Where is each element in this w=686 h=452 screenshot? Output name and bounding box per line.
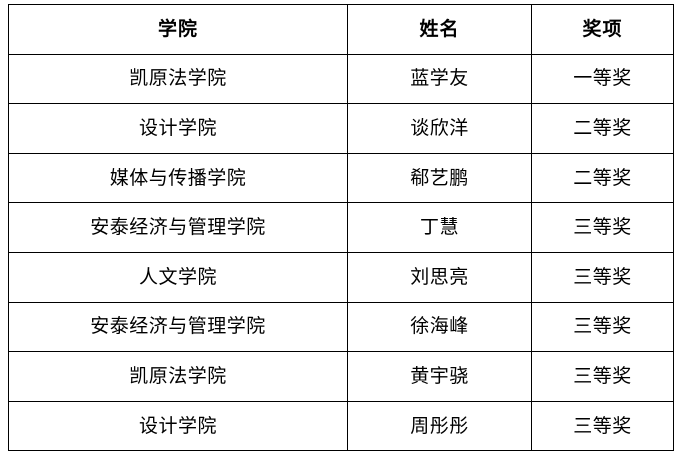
cell-award: 一等奖 <box>531 53 674 105</box>
table-header: 学院 姓名 奖项 <box>8 4 674 55</box>
table-row: 设计学院 谈欣洋 二等奖 <box>8 103 674 154</box>
cell-name: 徐海峰 <box>347 301 532 353</box>
cell-name: 郗艺鹏 <box>347 152 532 204</box>
cell-award: 三等奖 <box>531 251 674 303</box>
column-header-college: 学院 <box>8 4 348 55</box>
table-header-row: 学院 姓名 奖项 <box>8 4 674 55</box>
cell-college: 设计学院 <box>8 400 348 452</box>
column-header-name: 姓名 <box>347 4 532 55</box>
cell-college: 凯原法学院 <box>8 53 348 105</box>
table-row: 设计学院 周彤彤 三等奖 <box>8 400 674 452</box>
table-row: 凯原法学院 蓝学友 一等奖 <box>8 53 674 105</box>
table-row: 媒体与传播学院 郗艺鹏 二等奖 <box>8 152 674 204</box>
cell-award: 三等奖 <box>531 351 674 402</box>
cell-college: 媒体与传播学院 <box>8 152 348 204</box>
cell-name: 蓝学友 <box>347 53 532 105</box>
table-row: 人文学院 刘思亮 三等奖 <box>8 251 674 303</box>
cell-award: 三等奖 <box>531 400 674 452</box>
cell-college: 人文学院 <box>8 251 348 303</box>
table-row: 凯原法学院 黄宇骁 三等奖 <box>8 351 674 402</box>
cell-award: 二等奖 <box>531 103 674 154</box>
cell-college: 设计学院 <box>8 103 348 154</box>
cell-award: 三等奖 <box>531 202 674 253</box>
cell-award: 二等奖 <box>531 152 674 204</box>
cell-college: 安泰经济与管理学院 <box>8 301 348 353</box>
award-table-container: 学院 姓名 奖项 凯原法学院 蓝学友 一等奖 设计学院 谈欣洋 二等奖 媒体与传… <box>8 4 674 452</box>
cell-name: 周彤彤 <box>347 400 532 452</box>
cell-name: 谈欣洋 <box>347 103 532 154</box>
cell-name: 黄宇骁 <box>347 351 532 402</box>
cell-award: 三等奖 <box>531 301 674 353</box>
table-row: 安泰经济与管理学院 丁慧 三等奖 <box>8 202 674 253</box>
cell-name: 丁慧 <box>347 202 532 253</box>
column-header-award: 奖项 <box>531 4 674 55</box>
table-row: 安泰经济与管理学院 徐海峰 三等奖 <box>8 301 674 353</box>
cell-college: 凯原法学院 <box>8 351 348 402</box>
cell-college: 安泰经济与管理学院 <box>8 202 348 253</box>
cell-name: 刘思亮 <box>347 251 532 303</box>
award-table: 学院 姓名 奖项 凯原法学院 蓝学友 一等奖 设计学院 谈欣洋 二等奖 媒体与传… <box>8 4 674 452</box>
table-body: 凯原法学院 蓝学友 一等奖 设计学院 谈欣洋 二等奖 媒体与传播学院 郗艺鹏 二… <box>8 53 674 452</box>
